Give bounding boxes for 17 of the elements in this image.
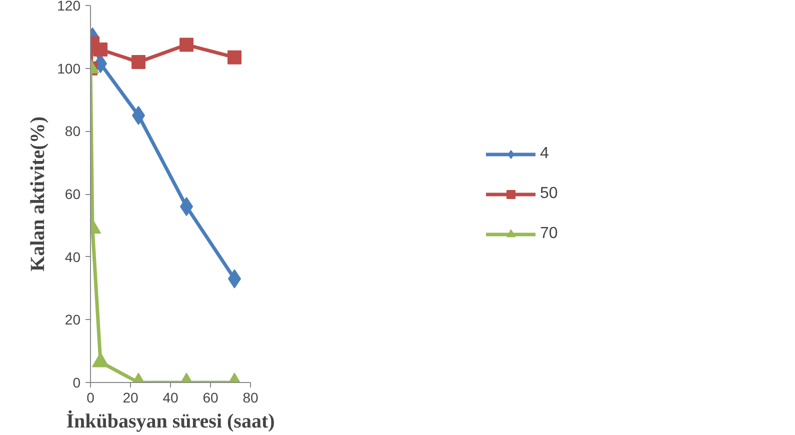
y-axis-title: Kalan aktivite(%) [27, 116, 50, 272]
x-axis-title: İnkübasyan süresi (saat) [66, 410, 275, 432]
legend-label: 70 [540, 224, 559, 242]
x-tick-label: 80 [242, 390, 258, 406]
y-tick-label: 40 [64, 248, 81, 265]
legend-label: 50 [540, 184, 559, 202]
x-tick-label: 0 [86, 390, 95, 406]
legend-label: 4 [540, 144, 550, 162]
y-tick-label: 120 [57, 0, 81, 14]
y-tick-label: 0 [72, 374, 81, 390]
x-tick-label: 60 [202, 390, 218, 406]
y-tick-label: 20 [64, 312, 81, 328]
x-tick-label: 40 [162, 390, 178, 406]
y-tick-label: 100 [57, 60, 81, 76]
y-tick-label: 80 [64, 123, 81, 140]
y-tick-label: 60 [64, 186, 81, 202]
x-tick-label: 20 [122, 390, 138, 406]
